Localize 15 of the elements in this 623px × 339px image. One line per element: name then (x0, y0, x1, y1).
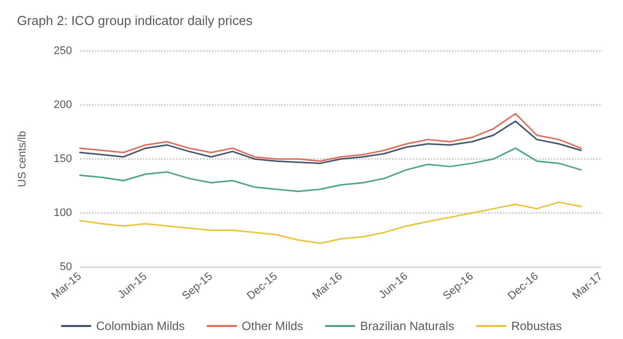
y-tick-label: 200 (54, 99, 72, 111)
line-series (79, 201, 582, 244)
y-tick-label: 250 (54, 45, 72, 57)
y-tick-label: 100 (54, 207, 72, 219)
legend-label: Brazilian Naturals (360, 319, 454, 333)
legend-label: Robustas (511, 319, 562, 333)
legend-label: Other Milds (242, 319, 304, 333)
y-tick-label: 150 (54, 153, 72, 165)
y-axis-title: US cents/lb (16, 130, 28, 188)
chart-title: Graph 2: ICO group indicator daily prices (17, 13, 254, 28)
legend-label: Colombian Milds (96, 319, 185, 333)
line-series (79, 120, 582, 164)
line-series (79, 112, 582, 162)
y-tick-label: 50 (60, 261, 72, 273)
line-series (79, 147, 582, 192)
